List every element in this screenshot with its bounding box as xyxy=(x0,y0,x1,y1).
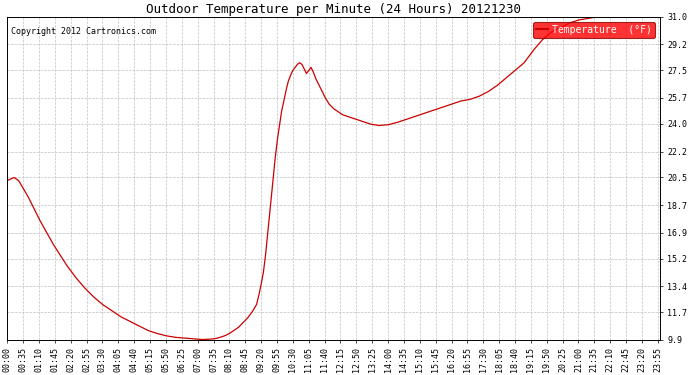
Title: Outdoor Temperature per Minute (24 Hours) 20121230: Outdoor Temperature per Minute (24 Hours… xyxy=(146,3,521,16)
Legend: Temperature  (°F): Temperature (°F) xyxy=(533,22,655,38)
Text: Copyright 2012 Cartronics.com: Copyright 2012 Cartronics.com xyxy=(10,27,155,36)
